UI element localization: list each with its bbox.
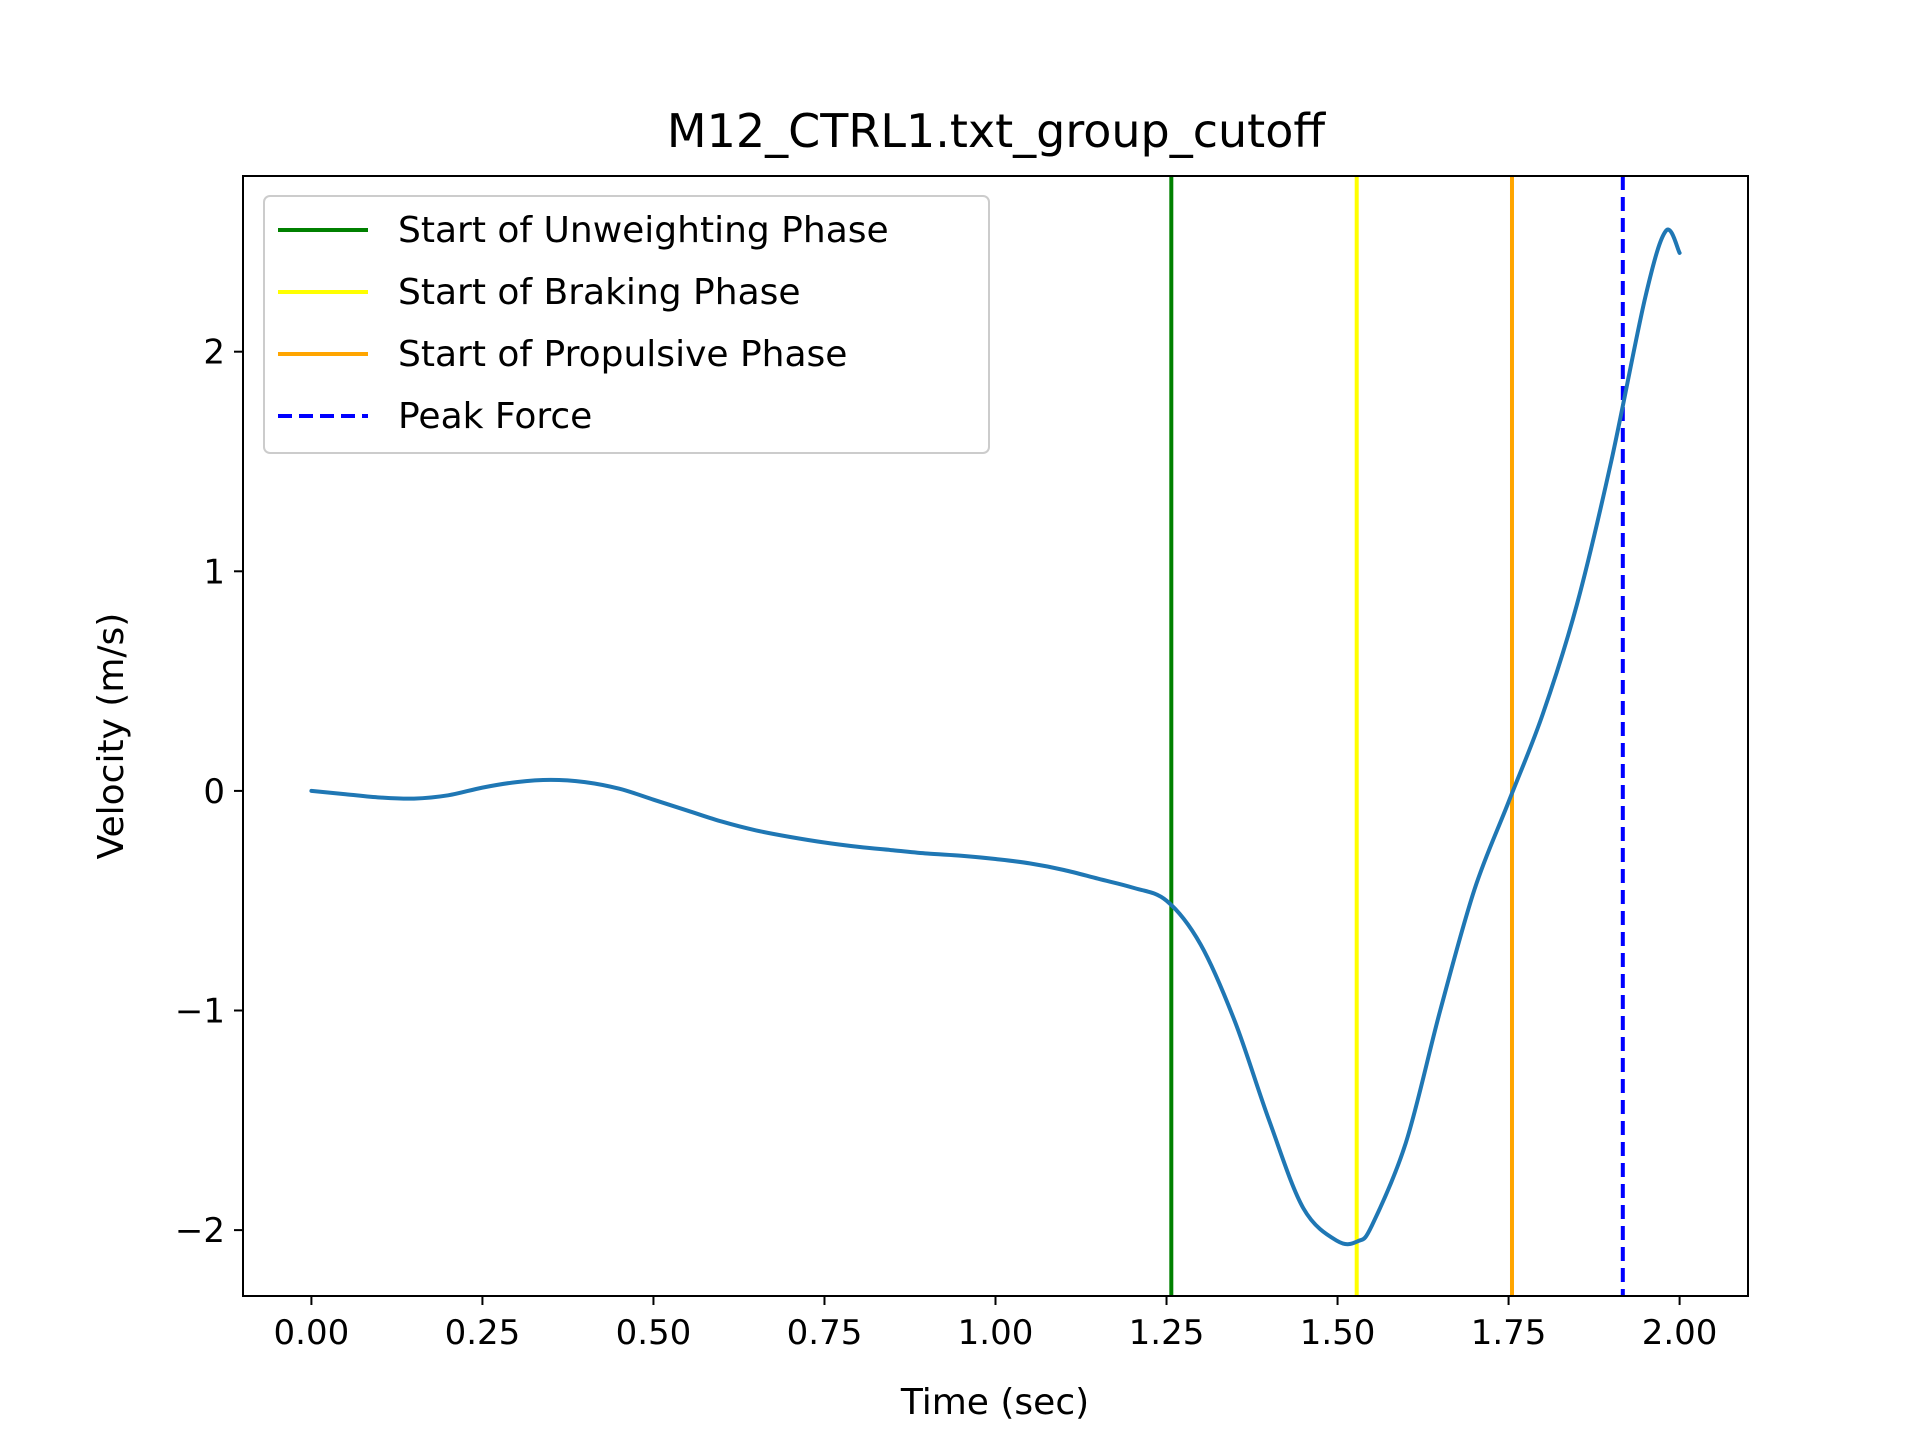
x-axis-label: Time (sec) — [900, 1382, 1089, 1423]
x-tick-label: 1.00 — [958, 1313, 1034, 1353]
y-tick-label: 2 — [203, 333, 225, 373]
y-axis-label: Velocity (m/s) — [91, 613, 132, 860]
x-tick-label: 0.00 — [274, 1313, 350, 1353]
y-tick-label: −2 — [175, 1211, 225, 1251]
x-tick-label: 0.25 — [445, 1313, 521, 1353]
legend: Start of Unweighting Phase Start of Braki… — [263, 195, 990, 454]
y-tick-label: 0 — [203, 772, 225, 812]
x-tick-label: 1.25 — [1129, 1313, 1205, 1353]
y-axis-ticks: −2 −1 0 1 2 — [175, 333, 243, 1251]
x-tick-label: 1.75 — [1471, 1313, 1547, 1353]
legend-label: Start of Unweighting Phase — [398, 210, 889, 251]
phase-lines — [1169, 176, 1625, 1296]
x-axis-ticks: 0.00 0.25 0.50 0.75 1.00 1.25 1.50 1.75 2.00 — [274, 1296, 1718, 1353]
x-tick-label: 1.50 — [1300, 1313, 1376, 1353]
chart-title: M12_CTRL1.txt_group_cutoff — [667, 104, 1326, 158]
y-tick-label: −1 — [175, 992, 225, 1032]
legend-box — [263, 195, 990, 454]
x-tick-label: 0.50 — [616, 1313, 692, 1353]
legend-label: Start of Propulsive Phase — [398, 334, 847, 375]
y-tick-label: 1 — [203, 552, 225, 592]
velocity-series-line — [309, 227, 1682, 1247]
plot-area — [242, 175, 1749, 1297]
x-tick-label: 2.00 — [1642, 1313, 1718, 1353]
legend-label: Peak Force — [398, 396, 592, 437]
legend-label: Start of Braking Phase — [398, 272, 801, 313]
x-tick-label: 0.75 — [787, 1313, 863, 1353]
